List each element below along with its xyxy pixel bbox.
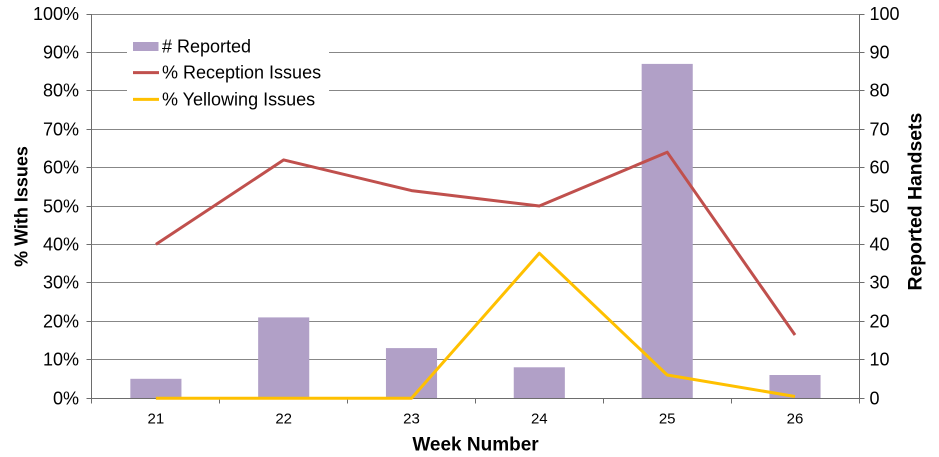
svg-text:20: 20 [870,312,890,332]
svg-text:60%: 60% [43,158,79,178]
svg-text:24: 24 [531,411,548,428]
svg-text:% With Issues: % With Issues [12,146,32,267]
svg-text:30: 30 [870,273,890,293]
svg-text:30%: 30% [43,273,79,293]
svg-text:25: 25 [659,411,676,428]
svg-text:20%: 20% [43,312,79,332]
svg-text:70%: 70% [43,120,79,140]
svg-text:# Reported: # Reported [162,36,251,56]
svg-text:% Reception Issues: % Reception Issues [162,63,321,83]
svg-text:10%: 10% [43,350,79,370]
svg-text:50%: 50% [43,197,79,217]
svg-text:10: 10 [870,350,890,370]
svg-text:90%: 90% [43,43,79,63]
svg-text:26: 26 [787,411,804,428]
svg-text:% Yellowing Issues: % Yellowing Issues [162,89,315,109]
svg-text:Reported Handsets: Reported Handsets [905,113,927,291]
svg-text:50: 50 [870,197,890,217]
svg-text:0: 0 [870,389,880,409]
svg-text:80: 80 [870,81,890,101]
svg-text:Week Number: Week Number [412,435,539,456]
svg-text:70: 70 [870,120,890,140]
svg-text:22: 22 [275,411,292,428]
svg-text:90: 90 [870,43,890,63]
svg-text:0%: 0% [53,389,79,409]
svg-text:23: 23 [403,411,420,428]
svg-text:60: 60 [870,158,890,178]
svg-text:40%: 40% [43,235,79,255]
svg-text:40: 40 [870,235,890,255]
svg-text:100%: 100% [33,4,79,24]
svg-text:100: 100 [870,4,900,24]
svg-text:21: 21 [148,411,165,428]
svg-text:80%: 80% [43,81,79,101]
